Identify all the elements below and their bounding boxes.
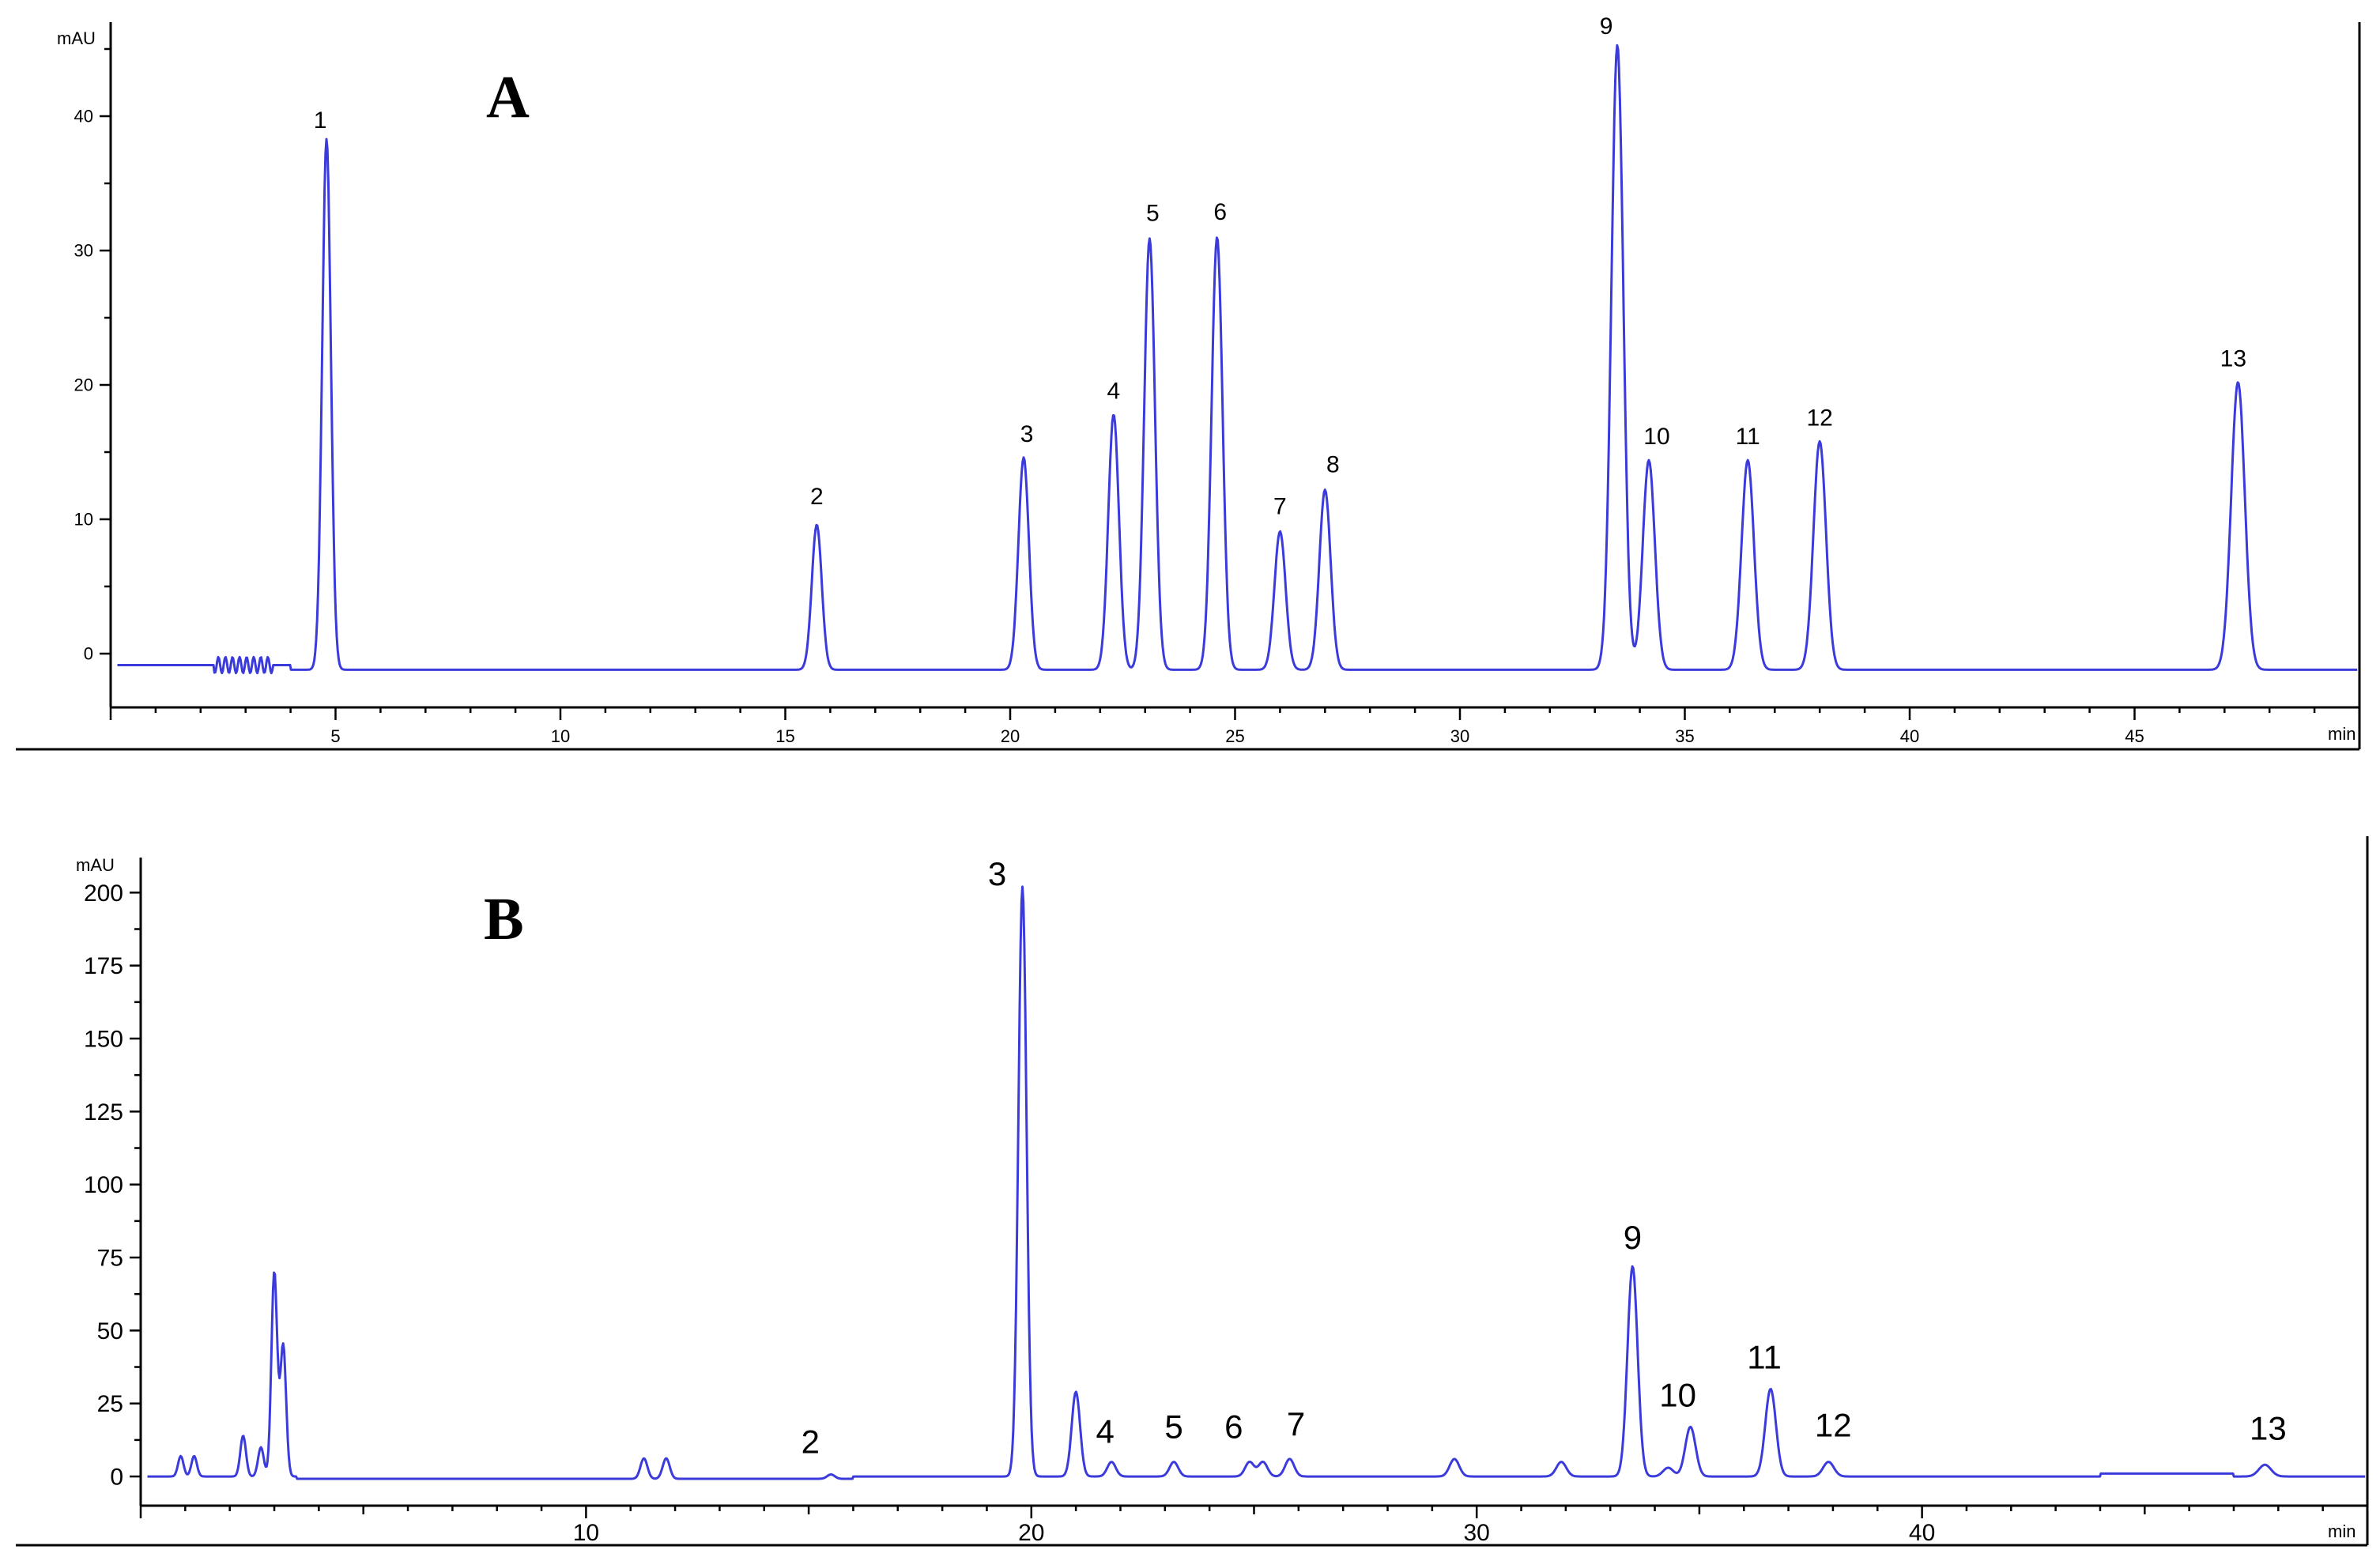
panel-a-y-unit: mAU [57,28,96,48]
peak-label-2: 2 [802,1423,820,1461]
y-tick-label: 125 [84,1099,123,1126]
peak-label-5: 5 [1146,201,1160,227]
y-tick-label: 75 [97,1246,123,1272]
peak-label-10: 10 [1659,1376,1696,1413]
x-tick-label: 40 [1900,726,1919,746]
x-tick-label: 20 [1018,1520,1044,1546]
y-tick-label: 0 [84,644,93,664]
y-tick-label: 25 [97,1391,123,1417]
peak-label-13: 13 [2220,346,2246,372]
panel-a-y-ticks: 0 10 20 30 40 [74,47,111,664]
peak-label-4: 4 [1096,1413,1115,1450]
peak-label-10: 10 [1643,424,1669,450]
x-tick-label: 15 [775,726,794,746]
x-tick-label: 25 [1225,726,1244,746]
panel-a-letter: A [486,64,530,130]
x-tick-label: 30 [1464,1520,1490,1546]
y-tick-label: 175 [84,953,123,979]
y-tick-label: 40 [74,107,93,126]
panel-b-peak-labels: 2 3 4 5 6 7 9 10 11 12 13 [802,855,2287,1461]
peak-label-7: 7 [1273,493,1287,519]
panel-b-y-ticks: 0 25 50 75 100 125 150 175 200 [84,880,141,1491]
peak-label-4: 4 [1107,378,1121,404]
panel-a-x-ticks: 5 10 15 20 25 30 35 40 45 [109,707,2361,746]
peak-label-5: 5 [1164,1408,1182,1446]
peak-label-11: 11 [1736,424,1760,450]
y-tick-label: 50 [97,1318,123,1344]
x-tick-label: 10 [573,1520,599,1546]
peak-label-6: 6 [1224,1408,1243,1446]
panel-b-letter: B [484,886,524,952]
x-tick-label: 40 [1909,1520,1935,1546]
y-tick-label: 20 [74,375,93,395]
y-tick-label: 30 [74,241,93,261]
x-tick-label: 35 [1675,726,1694,746]
panel-b-trace [147,885,2366,1480]
y-tick-label: 100 [84,1172,123,1198]
peak-label-3: 3 [988,855,1006,892]
peak-label-13: 13 [2250,1409,2287,1446]
y-tick-label: 10 [74,510,93,530]
panel-b-y-unit: mAU [76,855,115,875]
peak-label-7: 7 [1287,1405,1305,1442]
peak-label-9: 9 [1600,13,1613,40]
x-tick-label: 20 [1001,726,1020,746]
peak-label-1: 1 [314,107,327,134]
peak-label-3: 3 [1020,421,1034,447]
y-tick-label: 200 [84,880,123,907]
peak-label-9: 9 [1624,1219,1642,1256]
peak-label-11: 11 [1747,1338,1782,1375]
y-tick-label: 0 [110,1465,123,1491]
x-tick-label: 30 [1450,726,1469,746]
panel-b-x-ticks: 10 20 30 40 [139,1506,2369,1546]
x-tick-label: 10 [551,726,570,746]
x-tick-label: 45 [2125,726,2144,746]
peak-label-6: 6 [1213,199,1227,225]
peak-label-12: 12 [1807,405,1833,431]
peak-label-12: 12 [1815,1407,1852,1444]
panel-b-x-unit: min [2328,1521,2355,1541]
x-tick-label: 5 [330,726,340,746]
panel-a-x-unit: min [2328,724,2355,744]
panel-a-trace [117,43,2358,675]
peak-label-2: 2 [810,484,824,510]
peak-label-8: 8 [1326,452,1340,478]
y-tick-label: 150 [84,1027,123,1053]
